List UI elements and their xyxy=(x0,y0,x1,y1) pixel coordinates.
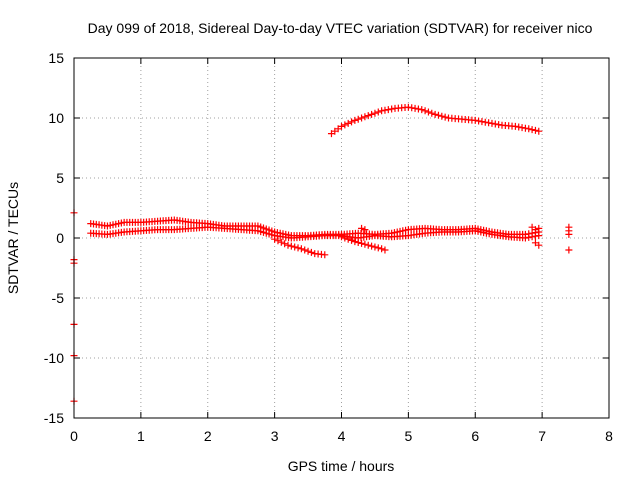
data-point xyxy=(421,107,429,115)
data-point xyxy=(291,243,299,251)
data-point xyxy=(338,122,345,130)
data-point xyxy=(304,247,312,255)
data-point xyxy=(418,106,426,114)
y-tick-label: -5 xyxy=(52,290,65,306)
x-tick-label: 8 xyxy=(605,428,613,444)
data-point xyxy=(351,238,359,246)
data-point xyxy=(344,119,352,127)
x-tick-label: 0 xyxy=(70,428,78,444)
data-point xyxy=(525,125,533,133)
y-tick-labels: -15 -10 -5 0 5 10 15 xyxy=(44,50,64,426)
data-point xyxy=(434,111,442,119)
x-tick-label: 7 xyxy=(538,428,546,444)
data-point xyxy=(364,112,372,120)
data-point xyxy=(424,108,432,116)
plot-frame xyxy=(73,57,610,419)
y-axis-label: SDTVAR / TECUs xyxy=(5,182,21,294)
data-point xyxy=(368,242,376,250)
x-tick-labels: 0 1 2 3 4 5 6 7 8 xyxy=(70,428,613,444)
data-point xyxy=(535,127,543,135)
data-point xyxy=(354,115,362,123)
data-point xyxy=(281,240,289,248)
data-point xyxy=(438,112,446,120)
data-point xyxy=(481,118,489,126)
data-point xyxy=(565,230,573,238)
data-point xyxy=(535,241,543,249)
data-point xyxy=(321,251,329,259)
data-point xyxy=(354,239,362,246)
data-point xyxy=(381,246,389,254)
series-upper-arc xyxy=(327,103,543,138)
data-point xyxy=(348,118,356,126)
data-point xyxy=(341,121,349,129)
data-point xyxy=(404,103,412,111)
x-tick-label: 6 xyxy=(471,428,479,444)
x-tick-label: 1 xyxy=(137,428,145,444)
data-point xyxy=(274,237,282,245)
data-point xyxy=(361,113,369,121)
y-tick-label: 10 xyxy=(48,110,64,126)
data-point xyxy=(358,114,366,122)
series-isolated-points xyxy=(565,223,573,254)
data-point xyxy=(344,235,352,243)
y-tick-label: 5 xyxy=(56,170,64,186)
x-tick-label: 2 xyxy=(204,428,212,444)
data-point xyxy=(374,244,382,252)
data-point xyxy=(348,236,356,244)
data-point xyxy=(371,109,379,117)
series-short-segments xyxy=(358,223,543,249)
data-point xyxy=(338,233,345,241)
data-point xyxy=(358,239,366,247)
x-axis-label: GPS time / hours xyxy=(288,458,395,474)
data-point xyxy=(565,246,573,254)
data-point xyxy=(361,240,369,248)
y-tick-label: -10 xyxy=(44,350,64,366)
data-point xyxy=(535,232,543,240)
data-point xyxy=(531,126,539,134)
data-point xyxy=(284,241,292,249)
data-point xyxy=(294,244,302,252)
data-point xyxy=(287,242,295,250)
data-point xyxy=(378,107,386,115)
x-tick-label: 4 xyxy=(338,428,346,444)
data-point xyxy=(271,235,279,243)
data-point xyxy=(277,238,285,246)
y-tick-label: 15 xyxy=(48,50,64,66)
y-tick-label: -15 xyxy=(44,410,64,426)
data-point xyxy=(431,110,439,118)
data-points xyxy=(70,103,573,405)
data-point xyxy=(371,243,379,251)
data-point xyxy=(361,226,369,234)
data-point xyxy=(531,226,539,234)
series-band-B xyxy=(87,223,543,242)
data-point xyxy=(307,248,315,256)
data-point xyxy=(364,241,372,249)
data-point xyxy=(351,116,359,124)
x-tick-label: 5 xyxy=(404,428,412,444)
data-point xyxy=(528,126,536,134)
y-tick-label: 0 xyxy=(56,230,64,246)
series-descending-arc-1 xyxy=(271,235,329,259)
data-point xyxy=(301,246,309,254)
data-point xyxy=(428,109,436,117)
x-tick-label: 3 xyxy=(271,428,279,444)
data-point xyxy=(441,113,449,121)
data-point xyxy=(297,245,305,253)
data-point xyxy=(378,245,386,253)
data-point xyxy=(368,110,376,118)
data-point xyxy=(358,224,366,232)
data-point xyxy=(341,234,349,242)
data-point xyxy=(374,108,382,116)
chart-title: Day 099 of 2018, Sidereal Day-to-day VTE… xyxy=(88,20,593,36)
series-descending-arc-2 xyxy=(338,233,389,254)
data-point xyxy=(535,224,543,232)
